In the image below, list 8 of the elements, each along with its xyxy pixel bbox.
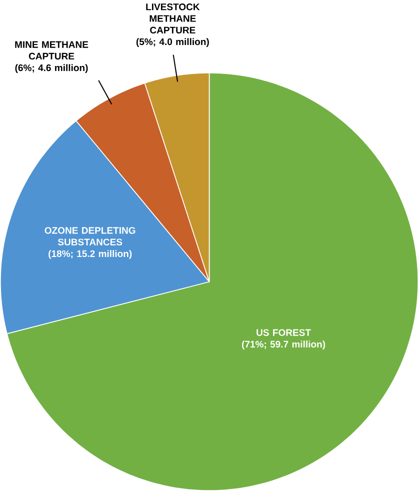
data-label: (71%; 59.7 million) [242, 340, 326, 350]
slice-label: OZONE DEPLETING SUBSTANCES [45, 227, 136, 246]
data-label: (18%; 15.2 million) [48, 250, 132, 259]
data-label: (6%; 4.6 million) [16, 64, 88, 74]
slice-label: LIVESTOCK METHANE CAPTURE [146, 4, 200, 34]
slice-label: MINE METHANE CAPTURE [15, 41, 88, 60]
data-label: (5%; 4.0 million) [136, 38, 210, 47]
slice-label: US FOREST [256, 329, 312, 336]
